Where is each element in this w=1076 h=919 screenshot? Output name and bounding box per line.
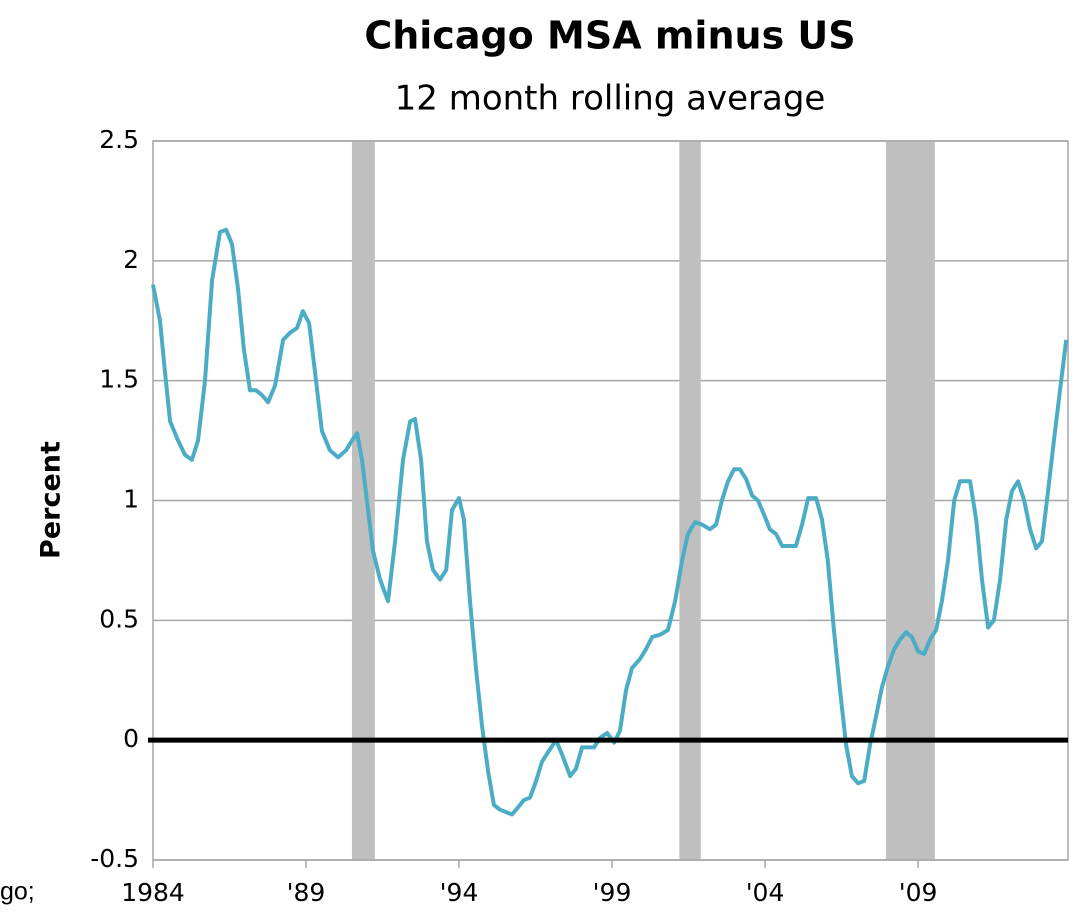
x-tick-label: '09 bbox=[899, 878, 938, 907]
recession-band bbox=[351, 141, 375, 860]
chart-subtitle: 12 month rolling average bbox=[395, 79, 826, 119]
x-tick-label: '94 bbox=[440, 878, 479, 907]
x-tick-label: '99 bbox=[593, 878, 632, 907]
y-tick-label: -0.5 bbox=[90, 844, 139, 873]
y-tick-label: 2 bbox=[123, 245, 139, 274]
y-tick-label: 0.5 bbox=[99, 604, 139, 633]
plot-frame bbox=[152, 140, 1069, 861]
footnote: go; bbox=[0, 878, 35, 906]
y-tick-label: 2.5 bbox=[99, 125, 139, 154]
recession-band bbox=[885, 141, 935, 860]
y-tick-label: 0 bbox=[123, 724, 139, 753]
y-tick-label: 1 bbox=[123, 485, 139, 514]
chart-title: Chicago MSA minus US bbox=[364, 14, 855, 58]
x-tick-label: '04 bbox=[746, 878, 785, 907]
recession-band bbox=[679, 141, 701, 860]
x-tick-label: 1984 bbox=[121, 878, 185, 907]
y-axis-label: Percent bbox=[36, 441, 67, 559]
x-tick-label: '89 bbox=[287, 878, 326, 907]
y-tick-label: 1.5 bbox=[99, 365, 139, 394]
